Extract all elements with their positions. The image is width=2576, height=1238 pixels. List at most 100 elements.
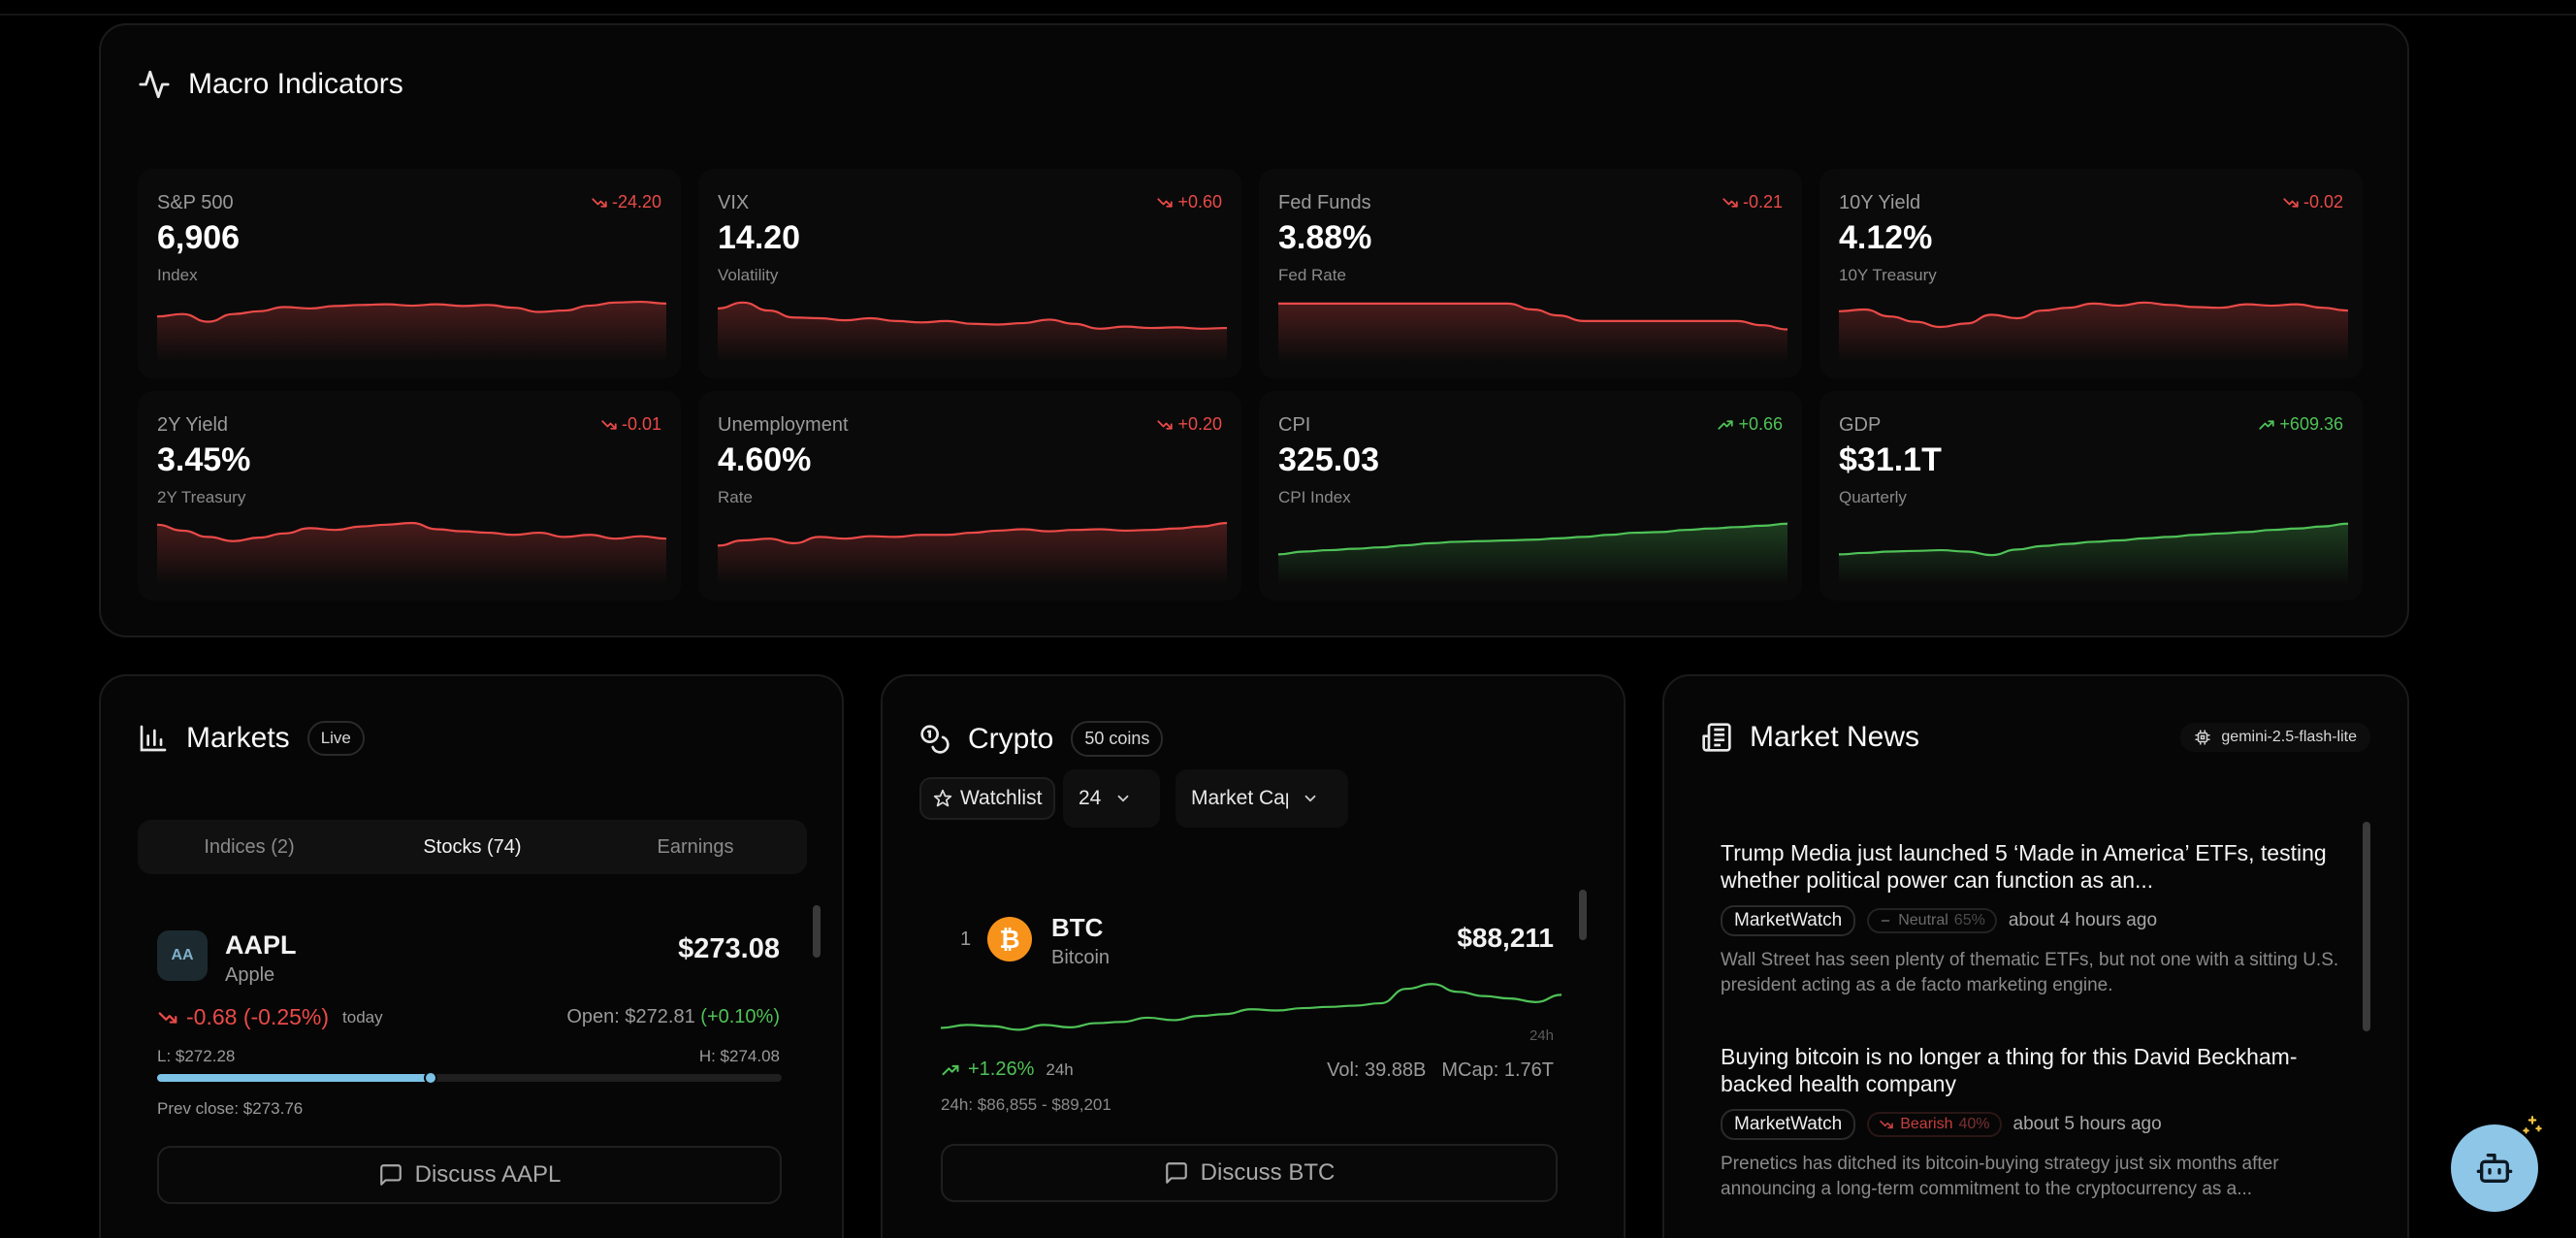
chevron-down-icon (1304, 795, 1316, 802)
sparkline-area (1839, 523, 2348, 585)
coins-icon (920, 724, 950, 754)
crypto-scrollbar[interactable] (1579, 890, 1587, 940)
indicator-change-value: -24.20 (611, 192, 661, 212)
stock-name: Apple (225, 964, 275, 986)
markets-scrollbar[interactable] (813, 905, 821, 958)
prev-close: Prev close: $273.76 (157, 1099, 304, 1118)
trend-down-icon (1157, 197, 1174, 208)
model-name: gemini-2.5-flash-lite (2221, 729, 2357, 745)
indicator-card[interactable]: Fed Funds -0.21 3.88% Fed Rate (1259, 169, 1802, 378)
trend-down-icon (601, 419, 617, 430)
indicator-subtitle: Fed Rate (1278, 266, 1346, 284)
sort-value: Market Cap (1191, 787, 1288, 809)
news-description: Wall Street has seen plenty of thematic … (1721, 950, 2339, 995)
tab-indices[interactable]: Indices (2) (204, 836, 295, 858)
news-headline[interactable]: Trump Media just launched 5 ‘Made in Ame… (1721, 840, 2327, 893)
ai-assistant-button[interactable] (2451, 1124, 2538, 1212)
coin-rank: 1 (960, 928, 972, 950)
indicator-subtitle: Quarterly (1839, 488, 1907, 506)
trend-down-icon (1880, 1120, 1894, 1129)
indicator-label: S&P 500 (157, 192, 234, 213)
bar-chart-icon (140, 725, 167, 752)
coin-24h-range: 24h: $86,855 - $89,201 (941, 1095, 1111, 1114)
stock-period: today (342, 1007, 383, 1026)
sparkline-period: 24h (1529, 1027, 1554, 1044)
watchlist-button[interactable]: Watchlist (919, 777, 1056, 820)
discuss-aapl-button[interactable]: Discuss AAPL (157, 1146, 782, 1204)
indicator-label: CPI (1278, 414, 1311, 436)
coin-stats: Vol: 39.88B MCap: 1.76T (1327, 1059, 1554, 1082)
indicator-sparkline (1839, 522, 2348, 585)
crypto-title: Crypto 50 coins (919, 721, 1164, 757)
indicator-change-value: +0.60 (1177, 192, 1222, 212)
stock-high: H: $274.08 (698, 1047, 780, 1065)
indicator-value: 4.12% (1839, 219, 1933, 256)
day-range-fill (157, 1071, 438, 1085)
cpu-icon (2195, 730, 2210, 745)
trend-up-icon (2259, 419, 2275, 430)
sparkline-line (157, 521, 666, 542)
sparkline-line (718, 301, 1227, 330)
sparkline-line (1839, 522, 2348, 557)
newspaper-icon (1702, 723, 1731, 752)
trend-up-icon (1718, 419, 1734, 430)
indicator-value: 14.20 (718, 219, 801, 256)
indicator-card[interactable]: Unemployment +0.20 4.60% Rate (698, 391, 1241, 601)
indicator-card[interactable]: GDP +609.36 $31.1T Quarterly (1819, 391, 2363, 601)
model-badge[interactable]: gemini-2.5-flash-lite (2180, 723, 2370, 752)
markets-title: Markets Live (138, 721, 365, 756)
trend-up-icon (942, 1064, 959, 1075)
news-scrollbar[interactable] (2363, 822, 2370, 1031)
discuss-aapl-label: Discuss AAPL (414, 1161, 562, 1188)
indicator-sparkline (718, 301, 1227, 363)
news-title-text: Market News (1750, 721, 1920, 753)
coin-change: +1.26% (968, 1059, 1035, 1080)
indicator-sparkline (157, 521, 666, 585)
btc-sparkline-line (941, 983, 1562, 1031)
news-item[interactable]: Trump Media just launched 5 ‘Made in Ame… (1721, 839, 2361, 998)
news-meta: MarketWatch Bearish 40% about 5 hours ag… (1721, 1109, 2361, 1140)
indicator-change: +0.66 (1717, 414, 1783, 435)
indicator-value: 3.88% (1278, 219, 1372, 256)
tab-stocks[interactable]: Stocks (74) (423, 836, 522, 858)
indicator-label: VIX (718, 192, 750, 213)
sparkline-line (1839, 301, 2348, 329)
news-item[interactable]: Buying bitcoin is no longer a thing for … (1721, 1043, 2361, 1202)
news-headline[interactable]: Buying bitcoin is no longer a thing for … (1721, 1044, 2298, 1096)
discuss-btc-label: Discuss BTC (1200, 1159, 1336, 1186)
stock-change-row: -0.68 (-0.25%) today (157, 1004, 383, 1030)
sparkline-area (157, 302, 666, 363)
day-range-track (157, 1071, 782, 1085)
indicator-card[interactable]: CPI +0.66 325.03 CPI Index (1259, 391, 1802, 601)
indicator-card[interactable]: VIX +0.60 14.20 Volatility (698, 169, 1241, 378)
sort-select[interactable]: Market Cap (1175, 769, 1348, 828)
bitcoin-logo-icon: ₿ (987, 917, 1032, 961)
coin-symbol[interactable]: BTC (1051, 913, 1104, 942)
coin-name: Bitcoin (1051, 947, 1111, 968)
indicator-subtitle: 2Y Treasury (157, 488, 246, 506)
indicator-card[interactable]: 2Y Yield -0.01 3.45% 2Y Treasury (138, 391, 681, 601)
coin-volume: Vol: 39.88B (1327, 1059, 1427, 1081)
indicator-card[interactable]: 10Y Yield -0.02 4.12% 10Y Treasury (1819, 169, 2363, 378)
news-description: Prenetics has ditched its bitcoin-buying… (1721, 1154, 2279, 1199)
indicator-change: +0.60 (1156, 192, 1222, 212)
indicator-card[interactable]: S&P 500 -24.20 6,906 Index (138, 169, 681, 378)
news-title: Market News (1701, 721, 1919, 754)
indicator-change-value: +0.20 (1177, 414, 1222, 434)
indicator-change: +609.36 (2258, 414, 2343, 435)
tab-earnings[interactable]: Earnings (657, 836, 734, 858)
news-time: about 4 hours ago (2008, 910, 2158, 930)
count-select[interactable]: 24 (1063, 769, 1160, 828)
indicator-change-value: -0.01 (621, 414, 661, 434)
sparkline-area (1839, 302, 2348, 363)
message-square-icon (1165, 1162, 1187, 1184)
stock-price: $273.08 (678, 933, 780, 964)
stock-change: -0.68 (-0.25%) (186, 1004, 330, 1029)
discuss-btc-button[interactable]: Discuss BTC (941, 1144, 1558, 1202)
sparkline-area (157, 523, 666, 585)
sparkline-line (718, 521, 1227, 547)
coin-change-row: +1.26% 24h (941, 1059, 1074, 1081)
indicator-change-value: +0.66 (1738, 414, 1783, 434)
news-meta: MarketWatch Neutral 65% about 4 hours ag… (1721, 905, 2361, 936)
stock-symbol[interactable]: AAPL (225, 930, 297, 960)
